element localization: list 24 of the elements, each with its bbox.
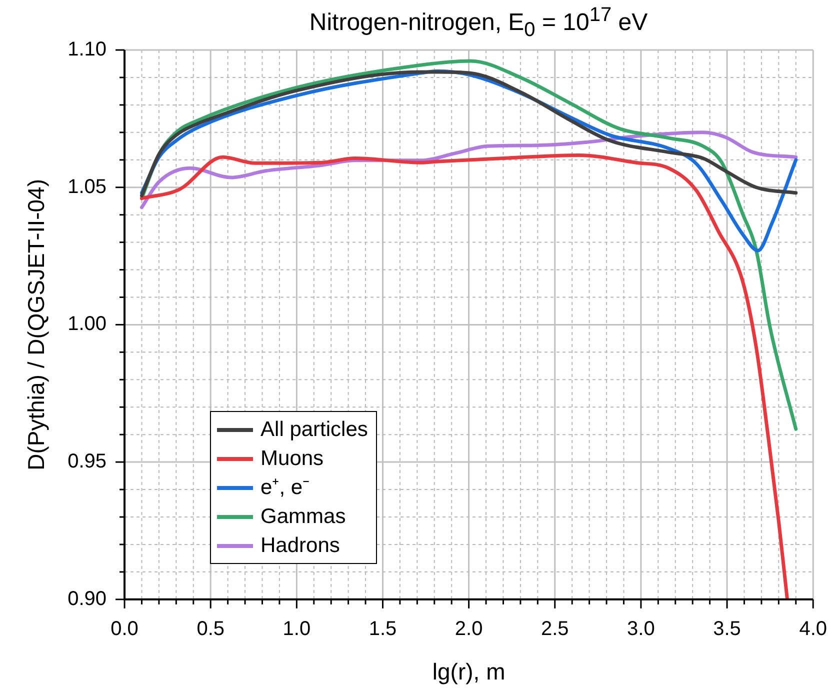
y-tick-label: 1.05 — [68, 176, 107, 198]
legend-label: All particles — [260, 417, 368, 444]
legend-label: Muons — [260, 446, 324, 472]
line-series — [140, 153, 790, 600]
x-tick-label: 2.5 — [540, 618, 569, 640]
y-tick-label: 1.10 — [68, 38, 107, 61]
x-tick-label: 4.0 — [799, 618, 828, 640]
y-tick-label: 1.00 — [68, 313, 107, 336]
legend-label: e⁺, e⁻ — [260, 475, 310, 502]
y-tick-label: 0.90 — [68, 588, 107, 610]
x-tick-label: 0.0 — [110, 618, 138, 640]
x-tick-label: 2.0 — [454, 618, 483, 640]
chart-title: Nitrogen-nitrogen, E$_{0}$ = 10$^{17}$ eV — [309, 4, 648, 41]
x-tick-label: 3.5 — [713, 618, 741, 640]
y-tick-label: 0.95 — [68, 450, 107, 473]
line-series — [140, 70, 798, 198]
legend-label: Hadrons — [260, 533, 340, 560]
legend-label: Gammas — [260, 504, 346, 530]
x-tick-label: 1.5 — [368, 618, 397, 640]
x-tick-label: 3.0 — [627, 618, 655, 640]
x-axis-title: lg(r), m — [432, 658, 506, 685]
y-axis-title: D(Pythia) / D(QGSJET-II-04) — [23, 179, 50, 470]
x-tick-label: 0.5 — [196, 618, 225, 640]
x-tick-label: 1.0 — [282, 618, 311, 640]
